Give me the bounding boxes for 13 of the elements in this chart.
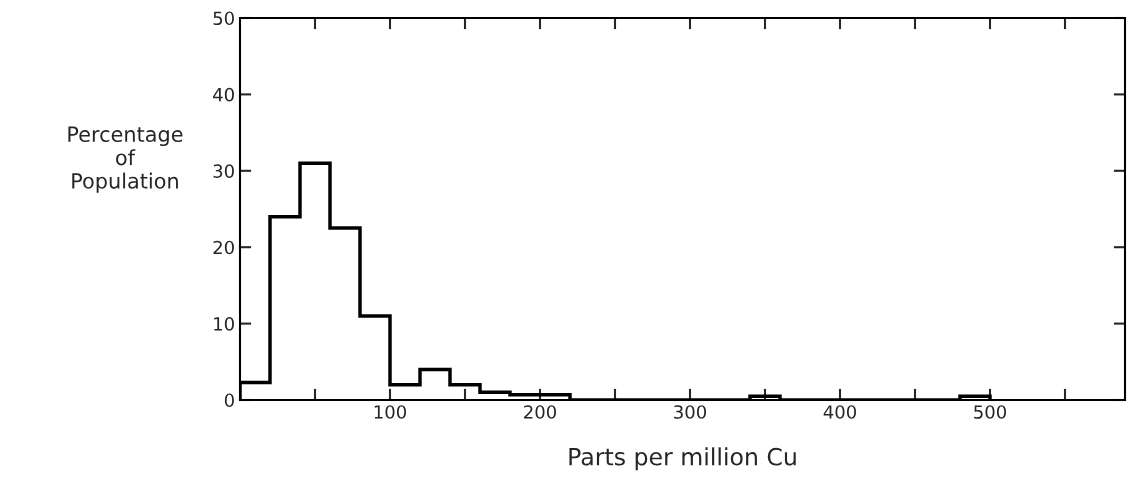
y-tick-label: 30 — [213, 164, 234, 178]
x-tick-label: 200 — [524, 405, 557, 419]
y-axis-title: Percentage of Population — [68, 126, 183, 193]
x-tick-label: 100 — [374, 405, 407, 419]
y-tick-label: 50 — [213, 11, 234, 26]
y-tick-label: 0 — [224, 393, 234, 408]
y-tick-label: 10 — [214, 317, 234, 331]
x-tick-label: 400 — [823, 405, 857, 419]
x-axis-title: Parts per million Cu — [569, 447, 796, 471]
y-tick-label: 40 — [213, 87, 234, 102]
x-tick-label: 500 — [974, 405, 1007, 419]
y-tick-label: 20 — [213, 240, 234, 255]
x-tick-label: 300 — [674, 405, 707, 419]
